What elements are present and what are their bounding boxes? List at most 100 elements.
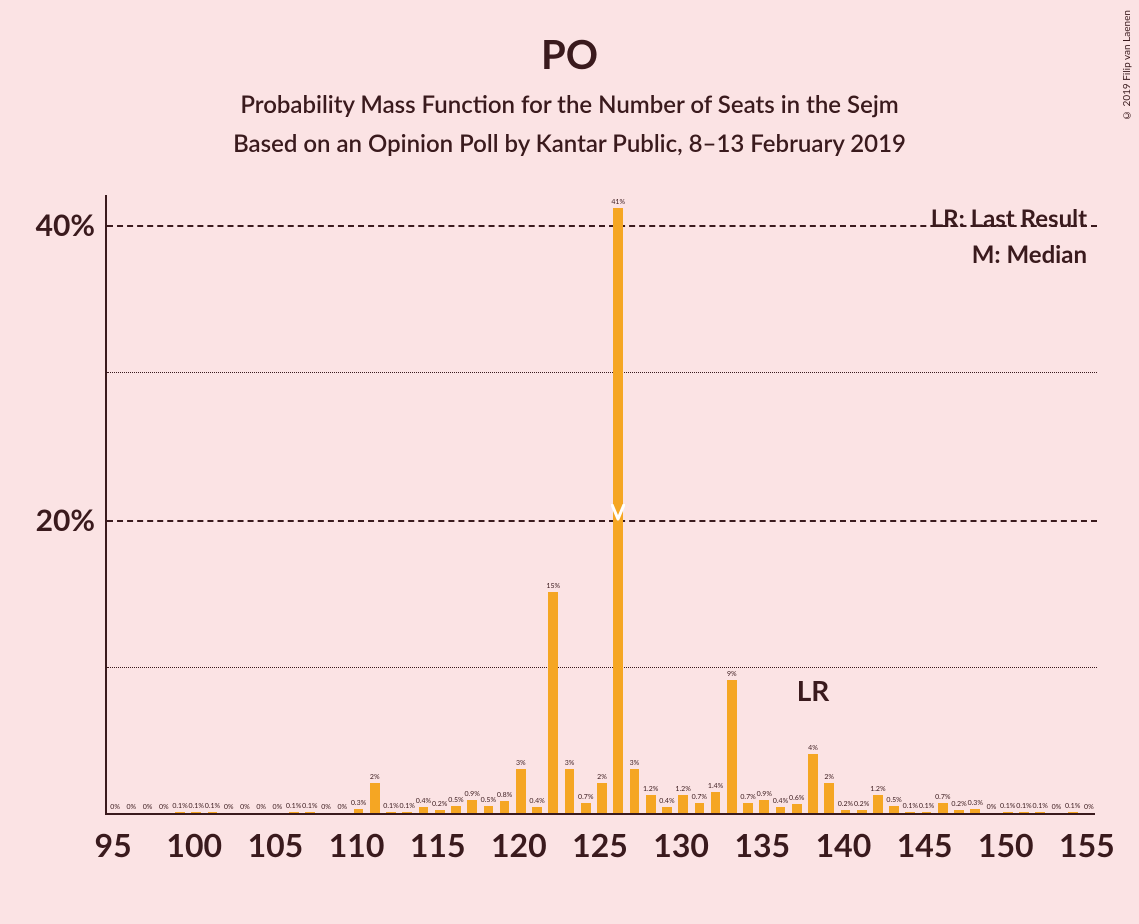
bar-value-label: 0.4% bbox=[659, 797, 674, 805]
bar: 0.1% bbox=[1068, 812, 1078, 813]
bar-value-label: 0% bbox=[126, 803, 136, 811]
bar: 1.2% bbox=[678, 795, 688, 813]
bar: 4% bbox=[808, 754, 818, 813]
attribution-text: © 2019 Filip van Laenen bbox=[1121, 10, 1133, 121]
bar: 2% bbox=[824, 783, 834, 813]
bar-value-label: 0.7% bbox=[740, 793, 755, 801]
chart-title: PO bbox=[0, 30, 1139, 78]
bar: 0.1% bbox=[289, 812, 299, 813]
bar-value-label: 0.5% bbox=[448, 796, 463, 804]
bar: 0.5% bbox=[889, 806, 899, 813]
bar-value-label: 0.7% bbox=[578, 793, 593, 801]
bar: 0.4% bbox=[532, 807, 542, 813]
bar-value-label: 0.1% bbox=[919, 802, 934, 810]
x-axis-tick-label: 110 bbox=[329, 825, 385, 864]
bar-value-label: 1.2% bbox=[643, 785, 658, 793]
bar-value-label: 0.6% bbox=[789, 794, 804, 802]
bar: 1.4% bbox=[711, 792, 721, 813]
chart-area: 20%40% LR: Last Result M: Median 0%0%0%0… bbox=[105, 195, 1095, 815]
bar: 0.7% bbox=[743, 803, 753, 813]
bar-value-label: 0.3% bbox=[351, 799, 366, 807]
bar-value-label: 0.1% bbox=[383, 802, 398, 810]
bar-value-label: 0% bbox=[159, 803, 169, 811]
bar-value-label: 0.1% bbox=[1032, 802, 1047, 810]
y-axis-tick-label: 20% bbox=[36, 502, 95, 538]
bar-value-label: 0.1% bbox=[903, 802, 918, 810]
bar-value-label: 0% bbox=[143, 803, 153, 811]
bar-value-label: 0.1% bbox=[1000, 802, 1015, 810]
bar-value-label: 1.2% bbox=[870, 785, 885, 793]
bar: 0.6% bbox=[792, 804, 802, 813]
bar-value-label: 0.2% bbox=[838, 800, 853, 808]
bar-value-label: 0.2% bbox=[951, 800, 966, 808]
bar-value-label: 0% bbox=[224, 803, 234, 811]
bar: 0.1% bbox=[191, 812, 201, 813]
bar: 0.7% bbox=[581, 803, 591, 813]
bar: 0.7% bbox=[938, 803, 948, 813]
bar: 0.7% bbox=[695, 803, 705, 813]
bar: 9% bbox=[727, 680, 737, 813]
bar: 0.1% bbox=[1019, 812, 1029, 813]
bar: 0.4% bbox=[776, 807, 786, 813]
bar: 0.1% bbox=[208, 812, 218, 813]
bar-value-label: 3% bbox=[516, 759, 526, 767]
bar-value-label: 1.4% bbox=[708, 782, 723, 790]
bar: 0.1% bbox=[386, 812, 396, 813]
bar: 0.1% bbox=[402, 812, 412, 813]
bar-value-label: 0.2% bbox=[432, 800, 447, 808]
bar-value-label: 3% bbox=[565, 759, 575, 767]
x-axis-tick-label: 135 bbox=[734, 825, 790, 864]
bar: 1.2% bbox=[873, 795, 883, 813]
bar: 0.1% bbox=[1035, 812, 1045, 813]
bar-value-label: 0.1% bbox=[302, 802, 317, 810]
bar: 0.2% bbox=[841, 810, 851, 813]
bar: 0.1% bbox=[175, 812, 185, 813]
bar-value-label: 2% bbox=[824, 773, 834, 781]
bar: 0.1% bbox=[305, 812, 315, 813]
bar: 2% bbox=[370, 783, 380, 813]
bar-value-label: 3% bbox=[630, 759, 640, 767]
bar-value-label: 0.8% bbox=[497, 791, 512, 799]
bar-value-label: 0% bbox=[337, 803, 347, 811]
bar-value-label: 0% bbox=[1084, 803, 1094, 811]
bar-value-label: 9% bbox=[727, 670, 737, 678]
bar-value-label: 0.1% bbox=[205, 802, 220, 810]
bar: 3% bbox=[516, 769, 526, 813]
chart-subtitle-1: Probability Mass Function for the Number… bbox=[0, 90, 1139, 119]
bar-value-label: 0.4% bbox=[773, 797, 788, 805]
bar: 0.1% bbox=[1003, 812, 1013, 813]
bar: 0.5% bbox=[451, 806, 461, 813]
bar-value-label: 0% bbox=[1052, 803, 1062, 811]
bar: 0.3% bbox=[354, 809, 364, 813]
bar-value-label: 2% bbox=[597, 773, 607, 781]
bar-value-label: 0.1% bbox=[1065, 802, 1080, 810]
x-axis-tick-label: 130 bbox=[653, 825, 709, 864]
title-block: PO Probability Mass Function for the Num… bbox=[0, 0, 1139, 158]
last-result-label: LR bbox=[797, 673, 830, 707]
bar-value-label: 0.3% bbox=[968, 799, 983, 807]
bar-value-label: 0.5% bbox=[886, 796, 901, 804]
bar: 0.3% bbox=[970, 809, 980, 813]
plot-area: 20%40% LR: Last Result M: Median 0%0%0%0… bbox=[105, 195, 1095, 815]
bar: 41% bbox=[613, 208, 623, 813]
bar-value-label: 0% bbox=[240, 803, 250, 811]
bar-value-label: 0.7% bbox=[935, 793, 950, 801]
bar: 0.9% bbox=[467, 800, 477, 813]
bar: 0.8% bbox=[500, 801, 510, 813]
bar-value-label: 0% bbox=[273, 803, 283, 811]
bar: 0.2% bbox=[857, 810, 867, 813]
bar-value-label: 0.9% bbox=[757, 790, 772, 798]
bar-value-label: 0.7% bbox=[692, 793, 707, 801]
bar: 0.5% bbox=[484, 806, 494, 813]
bar-value-label: 2% bbox=[370, 773, 380, 781]
bar: 0.2% bbox=[435, 810, 445, 813]
bar-value-label: 0.1% bbox=[172, 802, 187, 810]
bar-value-label: 4% bbox=[808, 744, 818, 752]
bar: 2% bbox=[597, 783, 607, 813]
x-axis-tick-label: 150 bbox=[978, 825, 1034, 864]
x-axis-labels: 95100105110115120125130135140145150155 bbox=[105, 825, 1095, 875]
bars-container: 0%0%0%0%0.1%0.1%0.1%0%0%0%0%0.1%0.1%0%0%… bbox=[107, 193, 1097, 813]
bar-value-label: 0.1% bbox=[286, 802, 301, 810]
bar-value-label: 0.1% bbox=[1016, 802, 1031, 810]
bar-value-label: 0% bbox=[987, 803, 997, 811]
